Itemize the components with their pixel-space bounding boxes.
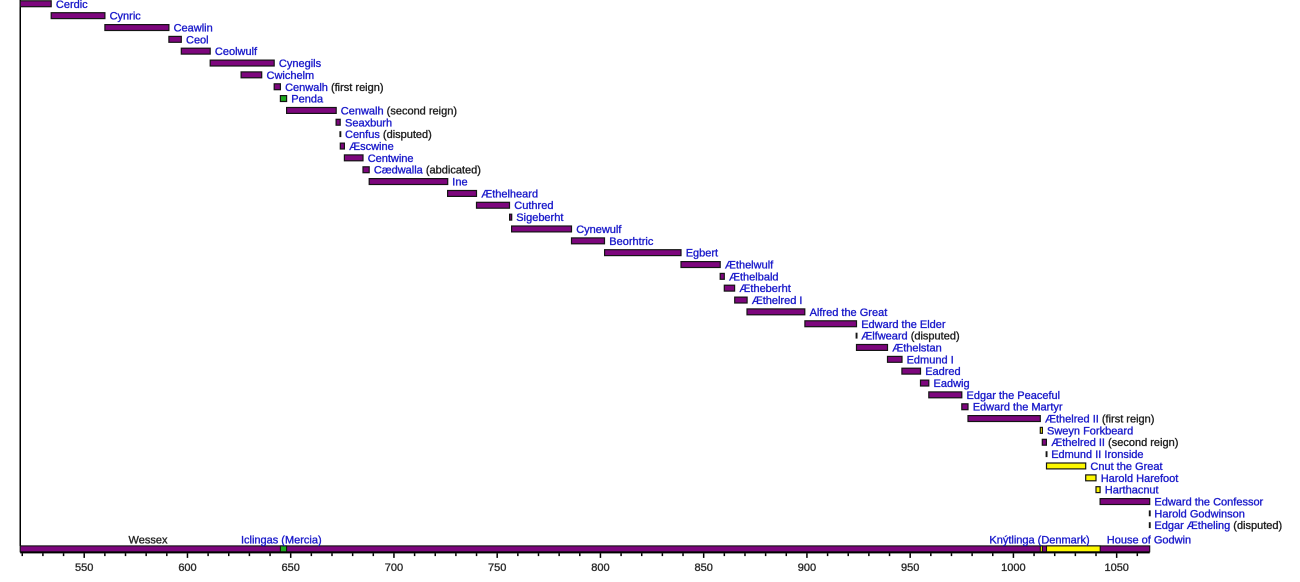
svg-text:700: 700 [385,562,403,574]
svg-text:Harthacnut: Harthacnut [1105,485,1159,497]
svg-text:Ceol: Ceol [186,34,209,46]
svg-text:Cuthred: Cuthred [514,200,553,212]
svg-text:Ine: Ine [452,177,467,189]
svg-text:Æthelred II (second reign): Æthelred II (second reign) [1051,437,1178,449]
svg-text:Æthelred II (first reign): Æthelred II (first reign) [1045,414,1154,426]
svg-text:800: 800 [591,562,609,574]
svg-text:Penda: Penda [291,94,324,106]
svg-text:Edgar Ætheling (disputed): Edgar Ætheling (disputed) [1154,520,1282,532]
svg-text:Cenfus (disputed): Cenfus (disputed) [345,129,432,141]
svg-text:Cynric: Cynric [110,11,142,23]
svg-text:Iclingas (Mercia): Iclingas (Mercia) [241,535,322,547]
svg-text:Cædwalla (abdicated): Cædwalla (abdicated) [374,165,481,177]
svg-text:1000: 1000 [1001,562,1025,574]
svg-text:750: 750 [488,562,506,574]
svg-text:Cynewulf: Cynewulf [576,224,622,236]
svg-text:Æthelstan: Æthelstan [892,342,942,354]
svg-text:Wessex: Wessex [129,535,168,547]
svg-text:900: 900 [798,562,816,574]
svg-text:House of Godwin: House of Godwin [1107,535,1191,547]
svg-text:Centwine: Centwine [368,153,414,165]
svg-text:Æthelbald: Æthelbald [729,271,779,283]
svg-text:Knýtlinga (Denmark): Knýtlinga (Denmark) [989,535,1089,547]
svg-text:Eadred: Eadred [925,366,960,378]
svg-text:Edward the Elder: Edward the Elder [861,319,946,331]
svg-text:Ælfweard (disputed): Ælfweard (disputed) [861,331,959,343]
svg-text:Alfred the Great: Alfred the Great [810,307,888,319]
svg-text:650: 650 [282,562,300,574]
svg-text:Seaxburh: Seaxburh [345,117,392,129]
svg-text:Æthelheard: Æthelheard [481,188,538,200]
svg-text:Edmund II Ironside: Edmund II Ironside [1051,449,1143,461]
svg-text:850: 850 [695,562,713,574]
svg-text:Edward the Martyr: Edward the Martyr [973,402,1063,414]
svg-text:Harold Harefoot: Harold Harefoot [1101,473,1179,485]
svg-text:Æscwine: Æscwine [349,141,394,153]
svg-text:Cnut the Great: Cnut the Great [1090,461,1162,473]
svg-text:Æthelred I: Æthelred I [752,295,803,307]
svg-text:Eadwig: Eadwig [934,378,970,390]
svg-text:Ceolwulf: Ceolwulf [215,46,258,58]
svg-text:Edmund I: Edmund I [907,354,954,366]
svg-text:950: 950 [901,562,919,574]
svg-text:Cenwalh (second reign): Cenwalh (second reign) [341,105,457,117]
svg-text:Sigeberht: Sigeberht [516,212,563,224]
svg-text:Cwichelm: Cwichelm [267,70,315,82]
svg-text:Harold Godwinson: Harold Godwinson [1154,508,1245,520]
svg-text:Æthelwulf: Æthelwulf [725,260,774,272]
svg-text:Sweyn Forkbeard: Sweyn Forkbeard [1047,425,1133,437]
svg-text:550: 550 [75,562,93,574]
svg-text:Beorhtric: Beorhtric [609,236,654,248]
svg-text:Edward the Confessor: Edward the Confessor [1154,497,1263,509]
svg-text:Cynegils: Cynegils [279,58,322,70]
svg-text:1050: 1050 [1104,562,1128,574]
svg-text:Ceawlin: Ceawlin [174,23,213,35]
svg-text:Cerdic: Cerdic [56,0,88,11]
svg-text:600: 600 [178,562,196,574]
svg-text:Egbert: Egbert [686,248,718,260]
svg-text:Edgar the Peaceful: Edgar the Peaceful [967,390,1061,402]
svg-text:Ætheberht: Ætheberht [739,283,790,295]
svg-text:Cenwalh (first reign): Cenwalh (first reign) [285,82,383,94]
